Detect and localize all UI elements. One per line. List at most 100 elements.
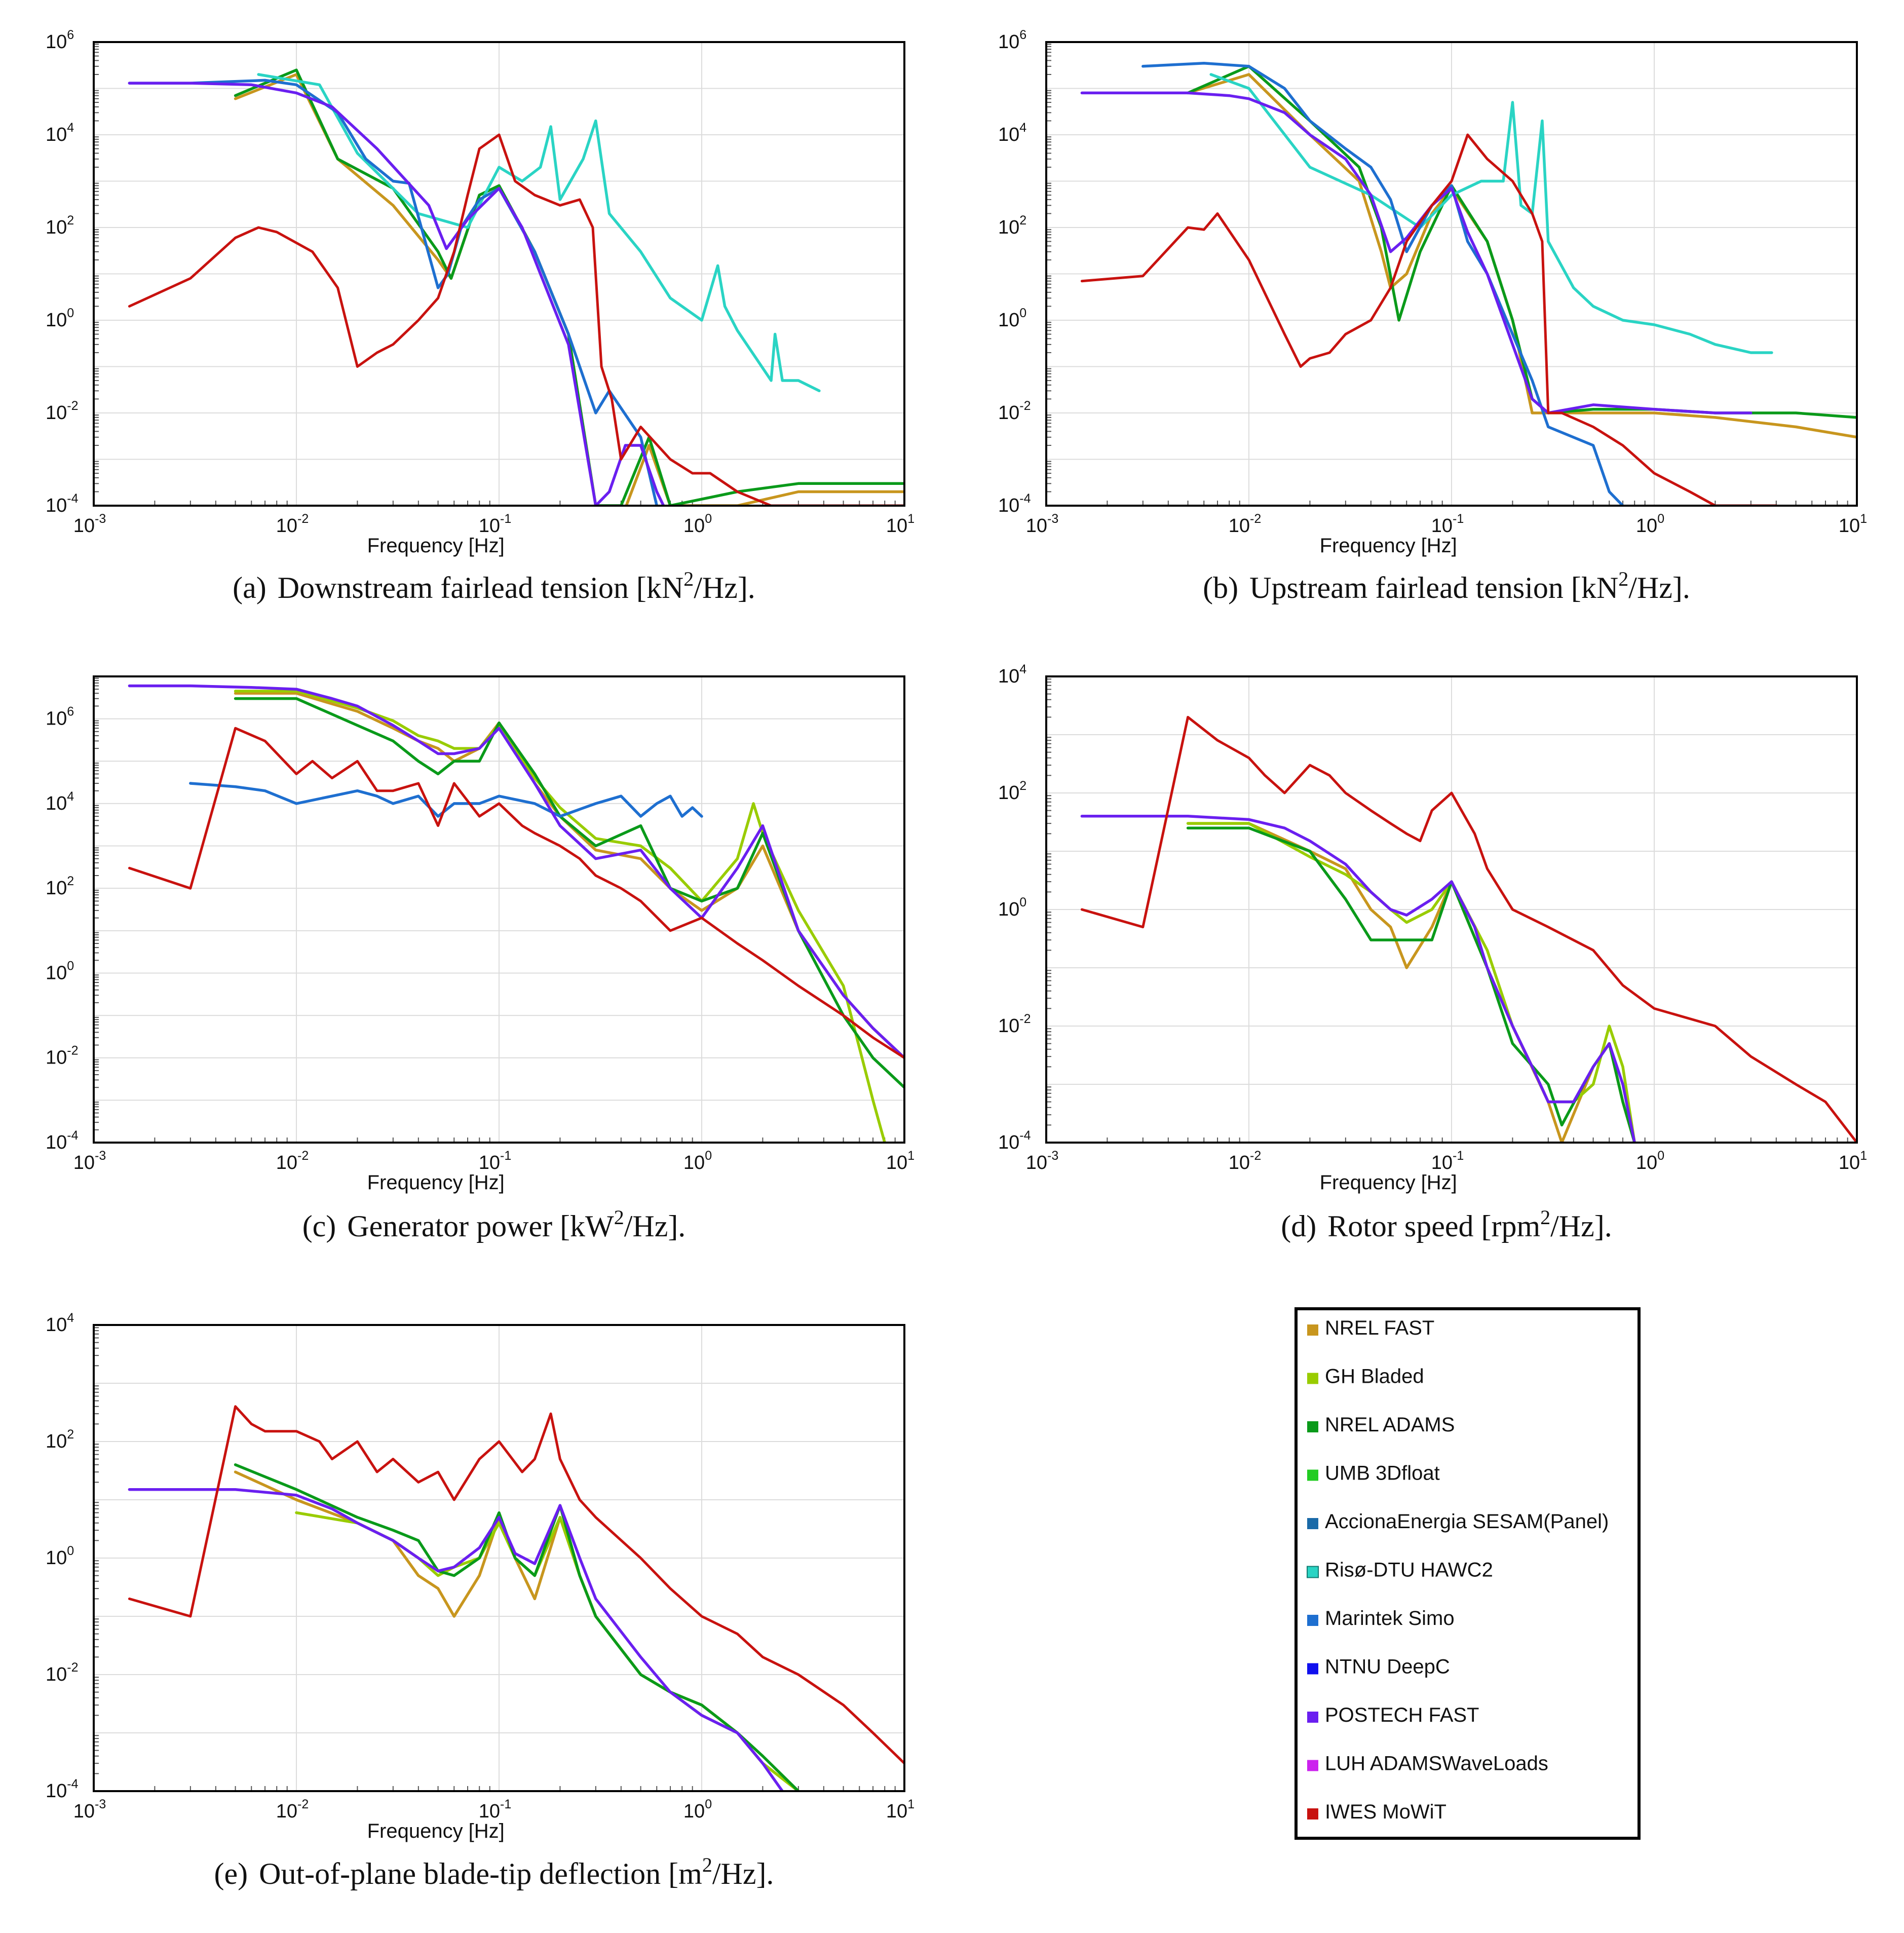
legend-item-marintek-simo: Marintek Simo [1307,1607,1455,1629]
y-tick-label: 100 [46,306,74,331]
legend-item-iwes-mowit: IWES MoWiT [1307,1801,1446,1823]
x-tick-label: 10-1 [1431,512,1464,537]
y-tick-label: 10-4 [46,1128,79,1153]
x-tick-label: 10-3 [1026,1149,1059,1173]
y-tick-label: 102 [46,1427,74,1452]
legend-label: UMB 3Dfloat [1325,1462,1440,1485]
x-tick-label: 101 [886,1149,915,1173]
legend-swatch [1307,1566,1319,1578]
x-tick-label: 101 [1839,512,1867,537]
legend-swatch [1307,1469,1318,1481]
legend-item-umb-3dfloat: UMB 3Dfloat [1307,1462,1440,1485]
legend-item-nrel-adams: NREL ADAMS [1307,1414,1455,1436]
legend-label: Risø-DTU HAWC2 [1325,1559,1493,1581]
y-tick-label: 10-2 [998,399,1031,424]
y-tick-label: 10-4 [46,1777,79,1802]
chart-e: 10-3 10-2 10-1 100 101 10-4 10-2 100 102 104 Frequ… [46,1311,915,1890]
x-tick-labels: 10-3 10-2 10-1 100 101 [73,1149,915,1173]
legend: NREL FAST GH Bladed NREL ADAMS UMB 3Dfloat A… [1294,1307,1641,1840]
y-tick-label: 10-2 [46,1660,79,1685]
x-tick-labels: 10-3 10-2 10-1 100 101 [1026,512,1867,537]
plot-frame [93,1324,905,1792]
x-tick-label: 10-2 [1229,512,1262,537]
x-tick-label: 10-1 [1431,1149,1464,1173]
legend-swatch [1307,1760,1318,1771]
legend-item-ntnu-deepc: NTNU DeepC [1307,1656,1450,1678]
plot-frame [93,41,905,507]
series-line-iwes-mowit [1080,133,1778,506]
series-line-iwes-mowit [128,133,904,506]
legend-item-nrel-fast: NREL FAST [1307,1317,1434,1339]
legend-swatch [1307,1712,1318,1723]
legend-label: Marintek Simo [1325,1607,1455,1629]
y-tick-label: 10-2 [46,399,79,424]
series-line-gh-bladed [234,690,886,1143]
x-tick-label: 101 [886,1797,915,1822]
y-tick-label: 104 [46,121,74,145]
x-tick-label: 10-2 [276,512,309,537]
x-tick-label: 10-2 [1229,1149,1262,1173]
y-tick-label: 104 [998,662,1026,687]
legend-frame [1294,1307,1641,1840]
y-tick-label: 106 [46,705,74,730]
x-tick-label: 101 [886,512,915,537]
x-tick-label: 10-3 [73,1797,106,1822]
y-tick-labels: 10-4 10-2 100 102 104 106 [46,28,79,516]
x-tick-label: 10-2 [276,1797,309,1822]
legend-swatch [1307,1373,1318,1384]
series-line-nrel-adams [234,1463,800,1791]
series-line-iwes-mowit [128,1405,904,1765]
x-axis-label: Frequency [Hz] [367,1820,505,1842]
y-tick-label: 100 [46,959,74,983]
x-tick-labels: 10-3 10-2 10-1 100 101 [1026,1149,1867,1173]
legend-item-luh-adamswaveloads: LUH ADAMSWaveLoads [1307,1753,1548,1775]
caption-e: (e) Out-of-plane blade-tip deflection [m2… [214,1853,774,1890]
x-tick-label: 10-1 [479,512,512,537]
y-tick-label: 102 [998,779,1026,804]
series-line-postech-fast [128,82,665,506]
legend-label: LUH ADAMSWaveLoads [1325,1753,1548,1775]
gridlines [94,1324,905,1791]
x-tick-label: 101 [1839,1149,1867,1173]
y-tick-label: 102 [998,213,1026,238]
y-tick-label: 10-2 [998,1012,1031,1037]
legend-swatch [1307,1808,1318,1820]
plot-frame [1045,675,1858,1144]
x-tick-label: 100 [1636,512,1664,537]
y-tick-label: 104 [46,1311,74,1336]
y-tick-labels: 10-4 10-2 100 102 104 [46,1311,79,1802]
y-tick-label: 104 [46,789,74,814]
chart-b: 10-3 10-2 10-1 100 101 10-4 10-2 100 102 104 106 Fr… [998,28,1867,604]
series-group [128,1405,904,1791]
y-tick-label: 102 [46,213,74,238]
caption-a: (a) Downstream fairlead tension [kN2/Hz]. [233,567,755,604]
legend-swatch [1307,1518,1318,1529]
x-axis-label: Frequency [Hz] [1320,1171,1457,1194]
chart-d: 10-3 10-2 10-1 100 101 10-4 10-2 100 102 104 Frequ… [998,662,1867,1243]
x-axis-label: Frequency [Hz] [367,1171,505,1194]
y-tick-labels: 10-4 10-2 100 102 104 106 [998,28,1031,516]
x-tick-labels: 10-3 10-2 10-1 100 101 [73,1797,915,1822]
legend-item-gh-bladed: GH Bladed [1307,1366,1424,1388]
series-line-postech-fast [1080,815,1636,1143]
x-tick-labels: 10-3 10-2 10-1 100 101 [73,512,915,537]
legend-label: POSTECH FAST [1325,1704,1479,1726]
legend-item-ris-dtu-hawc2: Risø-DTU HAWC2 [1307,1559,1493,1581]
series-line-marintek-simo [189,782,703,818]
y-tick-label: 10-4 [46,491,79,516]
legend-label: NREL ADAMS [1325,1414,1455,1436]
x-tick-label: 100 [683,1149,712,1173]
y-tick-label: 100 [998,306,1026,331]
series-group [1080,61,1857,506]
legend-label: NTNU DeepC [1325,1656,1450,1678]
series-group [1080,715,1857,1143]
y-tick-label: 102 [46,874,74,899]
series-group [128,68,904,506]
x-axis-label: Frequency [Hz] [1320,535,1457,557]
x-tick-label: 10-1 [479,1149,512,1173]
series-group [128,684,904,1143]
legend-item-accionaenergia-sesam-panel: AccionaEnergia SESAM(Panel) [1307,1510,1609,1533]
y-tick-label: 10-2 [46,1044,79,1069]
gridlines [94,42,905,506]
